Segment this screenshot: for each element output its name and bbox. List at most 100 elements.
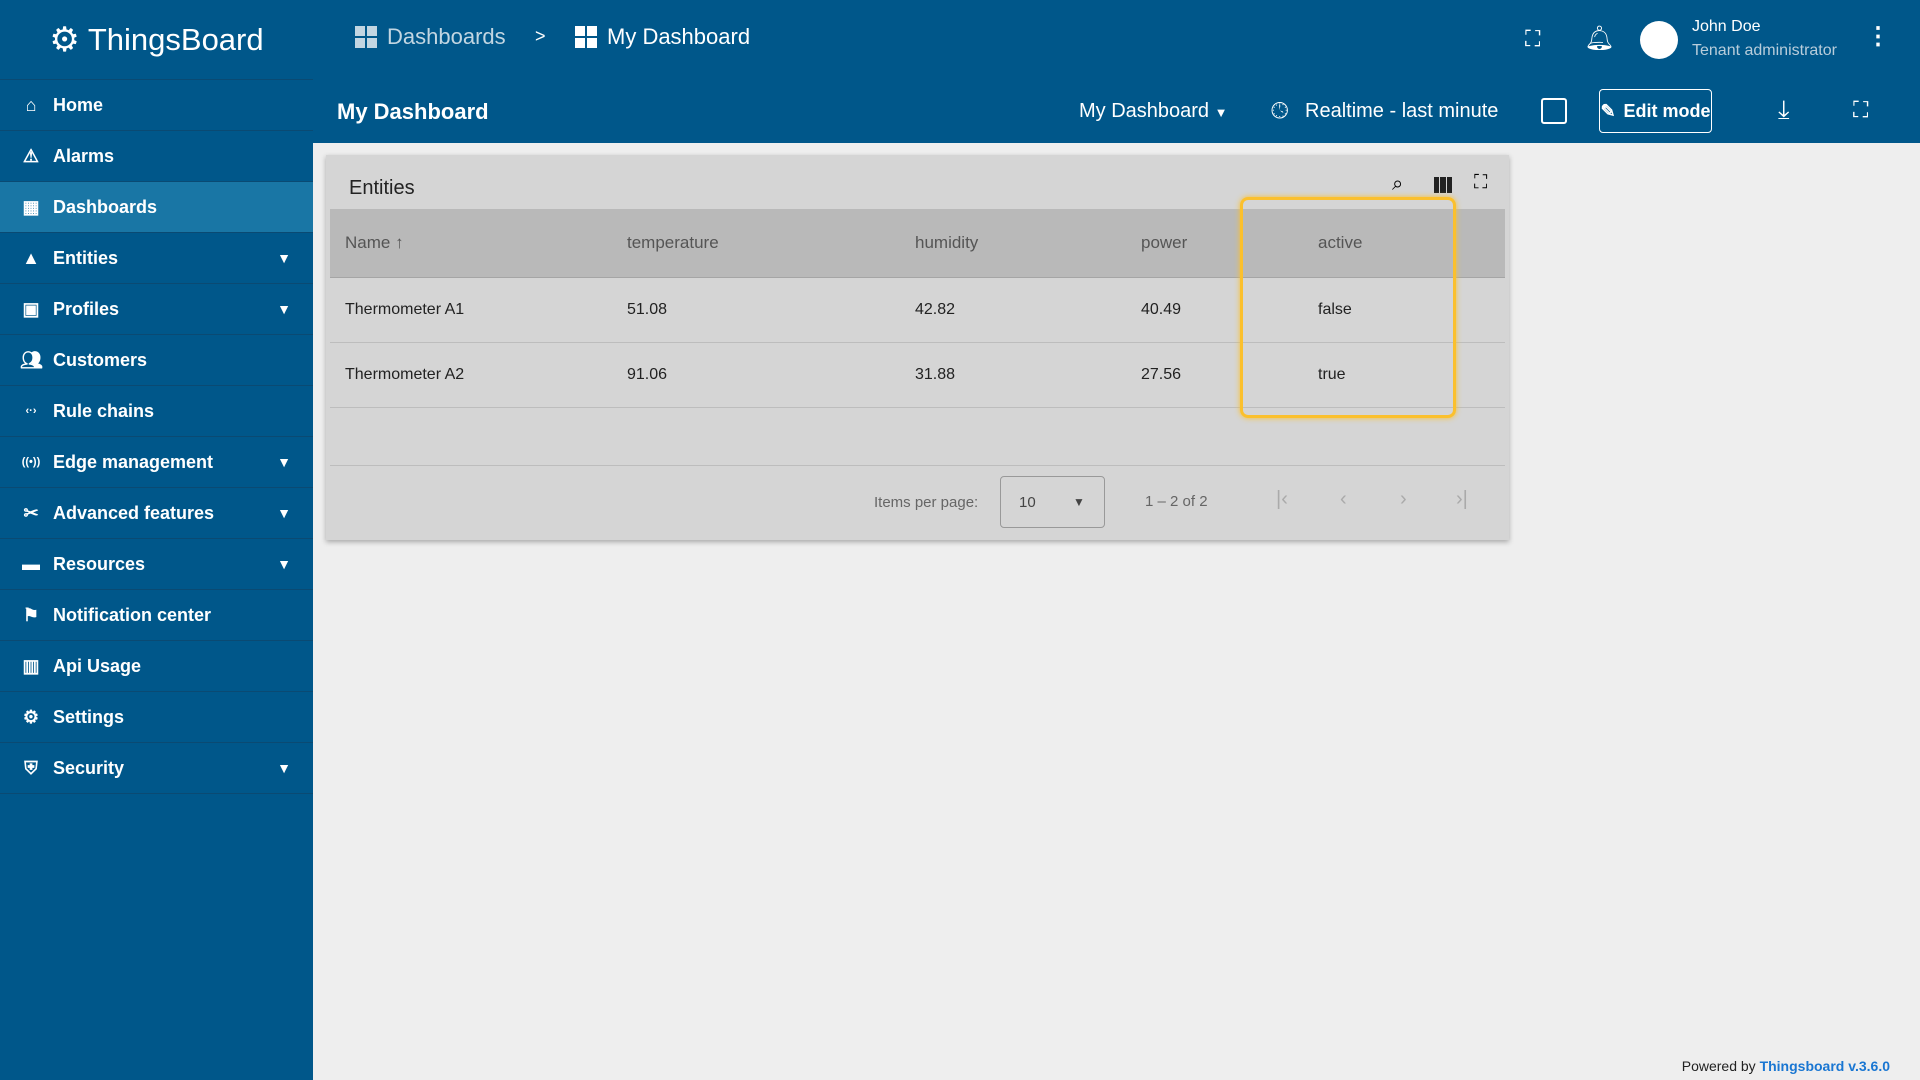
fullscreen-icon[interactable]: ⛶ [1474, 172, 1488, 193]
cell-active: false [1318, 301, 1352, 318]
table-header: Name ↑ temperature humidity power active [330, 209, 1505, 278]
chevron-down-icon[interactable]: ▼ [277, 250, 291, 266]
sidebar-item-label: Rule chains [53, 400, 155, 421]
sidebar-item-rule-chains[interactable]: ‹·› Rule chains [0, 386, 313, 437]
logo[interactable]: ⚙ ThingsBoard [0, 0, 313, 80]
tools-icon: ✂ [23, 502, 39, 523]
cell-active: true [1318, 366, 1346, 383]
search-icon[interactable]: ⌕ [1392, 173, 1404, 195]
chevron-down-icon[interactable]: ▼ [277, 454, 291, 470]
dashboard-icon [575, 26, 597, 48]
chevron-down-icon[interactable]: ▼ [277, 505, 291, 521]
top-bar: Dashboards > My Dashboard ⛶ 🔔︎ John Doe … [313, 0, 1920, 80]
column-header-humidity[interactable]: humidity [915, 233, 979, 252]
table-row[interactable]: Thermometer A2 91.06 31.88 27.56 true [330, 343, 1505, 408]
next-page-icon[interactable]: › [1400, 488, 1407, 510]
cell-humidity: 42.82 [915, 301, 956, 318]
folder-icon: ▬ [22, 553, 40, 574]
range-label: 1 – 2 of 2 [1145, 493, 1208, 510]
badge-icon: ▣ [22, 298, 40, 319]
cell-power: 40.49 [1141, 301, 1182, 318]
sidebar-item-label: Advanced features [53, 502, 215, 523]
breadcrumb-my-dashboard: My Dashboard [575, 24, 750, 50]
items-per-page-select[interactable]: 10 ▼ [1000, 476, 1105, 528]
clock-icon: 🕓︎ [1271, 98, 1289, 123]
sidebar-item-security[interactable]: ⛨ Security ▼ [0, 743, 313, 794]
more-vert-icon[interactable]: ⋮ [1866, 23, 1890, 50]
thingsboard-logo-icon: ⚙ [49, 20, 80, 59]
user-role: Tenant administrator [1692, 42, 1837, 59]
sort-arrow-up-icon: ↑ [395, 233, 404, 252]
first-page-icon[interactable]: |‹ [1276, 488, 1288, 510]
items-per-page-value: 10 [1019, 494, 1036, 511]
sidebar-item-settings[interactable]: ⚙ Settings [0, 692, 313, 743]
code-arrows-icon: ‹·› [25, 405, 37, 417]
shield-icon: ⛨ [24, 757, 38, 778]
fullscreen-icon[interactable]: ⛶ [1853, 97, 1869, 122]
sidebar-item-notification-center[interactable]: ⚑ Notification center [0, 590, 313, 641]
app-name: ThingsBoard [87, 21, 264, 57]
dashboard-select[interactable]: My Dashboard ▼ [1079, 100, 1228, 123]
breadcrumb-dashboards[interactable]: Dashboards [355, 24, 506, 50]
column-header-power[interactable]: power [1141, 233, 1188, 252]
breadcrumb-label: My Dashboard [607, 24, 751, 49]
column-header-temperature[interactable]: temperature [627, 233, 719, 252]
avatar[interactable] [1640, 21, 1678, 59]
breadcrumb-label: Dashboards [387, 24, 506, 49]
sidebar-item-resources[interactable]: ▬ Resources ▼ [0, 539, 313, 590]
paginator: Items per page: 10 ▼ 1 – 2 of 2 |‹ ‹ › ›… [330, 465, 1505, 540]
dropdown-arrow-icon: ▼ [1073, 495, 1085, 509]
columns-icon[interactable] [1434, 177, 1452, 193]
edit-mode-button[interactable]: ✎ Edit mode [1599, 89, 1712, 133]
home-icon: ⌂ [25, 94, 37, 115]
warning-icon: ⚠ [22, 145, 40, 166]
sidebar-item-label: Settings [53, 706, 125, 727]
sidebar-item-label: Notification center [53, 604, 212, 625]
shapes-icon: ▲ [22, 247, 40, 268]
cell-name: Thermometer A1 [345, 301, 465, 318]
people-icon: 👥︎ [20, 349, 43, 370]
sidebar-item-api-usage[interactable]: ▥ Api Usage [0, 641, 313, 692]
image-export-icon[interactable] [1541, 98, 1567, 124]
dashboard-icon: ▦ [22, 196, 40, 217]
sidebar-item-entities[interactable]: ▲ Entities ▼ [0, 233, 313, 284]
pencil-icon: ✎ [1600, 100, 1616, 121]
sidebar-item-label: Entities [53, 247, 119, 268]
prev-page-icon[interactable]: ‹ [1340, 488, 1347, 510]
table-row[interactable]: Thermometer A1 51.08 42.82 40.49 false [330, 278, 1505, 343]
column-label: Name [345, 233, 391, 252]
cell-temperature: 91.06 [627, 366, 668, 383]
sidebar-item-alarms[interactable]: ⚠ Alarms [0, 131, 313, 182]
column-header-active[interactable]: active [1318, 233, 1363, 252]
sidebar-item-profiles[interactable]: ▣ Profiles ▼ [0, 284, 313, 335]
sidebar-item-label: Customers [53, 349, 148, 370]
column-header-name[interactable]: Name ↑ [345, 233, 404, 253]
fullscreen-icon[interactable]: ⛶ [1525, 26, 1541, 51]
notification-bell-icon[interactable]: 🔔︎ [1584, 25, 1615, 52]
chevron-down-icon[interactable]: ▼ [277, 301, 291, 317]
sidebar-item-home[interactable]: ⌂ Home [0, 80, 313, 131]
version-link[interactable]: Thingsboard v.3.6.0 [1759, 1058, 1890, 1074]
cell-humidity: 31.88 [915, 366, 956, 383]
sidebar-item-advanced-features[interactable]: ✂ Advanced features ▼ [0, 488, 313, 539]
sidebar-item-label: Home [53, 94, 104, 115]
sidebar-item-label: Dashboards [53, 196, 158, 217]
last-page-icon[interactable]: ›| [1456, 488, 1468, 510]
sidebar-item-edge-management[interactable]: ((•)) Edge management ▼ [0, 437, 313, 488]
chevron-down-icon[interactable]: ▼ [277, 556, 291, 572]
cell-name: Thermometer A2 [345, 366, 465, 383]
sidebar-item-customers[interactable]: 👥︎ Customers [0, 335, 313, 386]
sidebar-item-label: Profiles [53, 298, 120, 319]
chat-flag-icon: ⚑ [22, 604, 40, 625]
download-icon[interactable]: ⤓ [1778, 94, 1790, 124]
breadcrumb-separator: > [535, 26, 546, 46]
widget-title: Entities [349, 177, 415, 199]
chevron-down-icon[interactable]: ▼ [277, 760, 291, 776]
timewindow-button[interactable]: Realtime - last minute [1305, 100, 1499, 122]
dashboard-icon [355, 26, 377, 48]
sidebar-item-dashboards[interactable]: ▦ Dashboards [0, 182, 313, 233]
dashboard-toolbar: My Dashboard My Dashboard ▼ 🕓︎ Realtime … [313, 80, 1920, 143]
cell-power: 27.56 [1141, 366, 1182, 383]
dropdown-arrow-icon: ▼ [1214, 105, 1228, 120]
edit-mode-label: Edit mode [1623, 100, 1711, 121]
